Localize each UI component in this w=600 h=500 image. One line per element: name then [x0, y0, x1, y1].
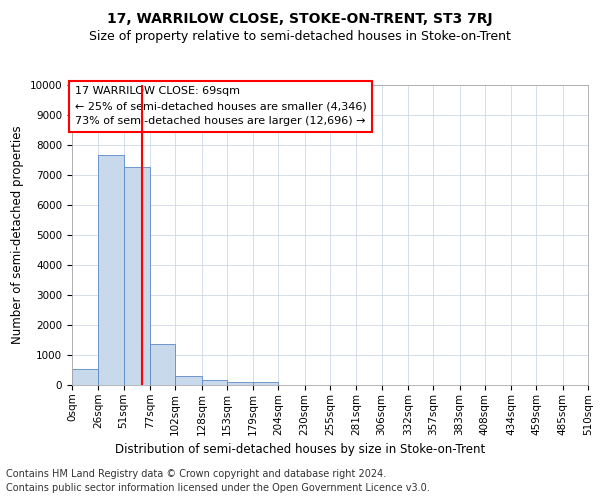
Y-axis label: Number of semi-detached properties: Number of semi-detached properties	[11, 126, 24, 344]
Bar	[175, 376, 202, 385]
Text: Contains HM Land Registry data © Crown copyright and database right 2024.: Contains HM Land Registry data © Crown c…	[6, 469, 386, 479]
Text: 17, WARRILOW CLOSE, STOKE-ON-TRENT, ST3 7RJ: 17, WARRILOW CLOSE, STOKE-ON-TRENT, ST3 …	[107, 12, 493, 26]
Bar	[202, 380, 227, 385]
Text: Distribution of semi-detached houses by size in Stoke-on-Trent: Distribution of semi-detached houses by …	[115, 442, 485, 456]
Bar	[227, 382, 253, 385]
Bar	[253, 382, 278, 385]
Bar	[124, 166, 150, 385]
Text: Size of property relative to semi-detached houses in Stoke-on-Trent: Size of property relative to semi-detach…	[89, 30, 511, 43]
Text: 17 WARRILOW CLOSE: 69sqm
← 25% of semi-detached houses are smaller (4,346)
73% o: 17 WARRILOW CLOSE: 69sqm ← 25% of semi-d…	[74, 86, 367, 126]
Bar	[98, 156, 124, 385]
Text: Contains public sector information licensed under the Open Government Licence v3: Contains public sector information licen…	[6, 483, 430, 493]
Bar	[72, 369, 98, 385]
Bar	[150, 344, 175, 385]
